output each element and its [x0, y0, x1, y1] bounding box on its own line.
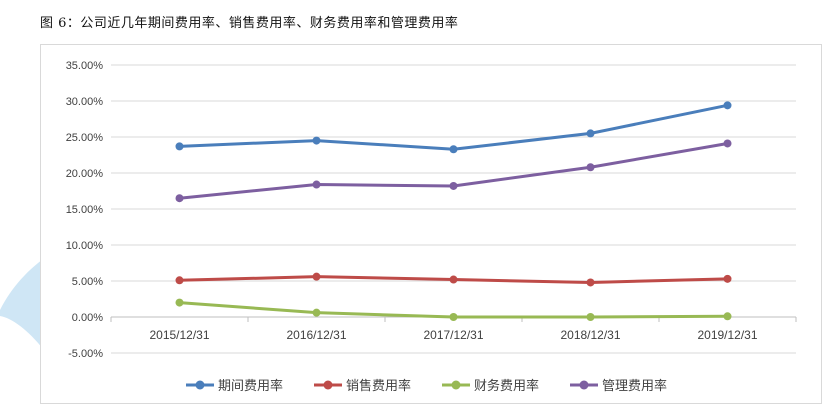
line-chart: -5.00% 0.00% 5.00% 10.00% 15.00% 20.00% 25.00%… — [66, 60, 797, 393]
y-tick-label: 15.00% — [66, 204, 104, 216]
data-point — [586, 278, 595, 287]
data-point — [175, 298, 184, 307]
data-point — [449, 181, 458, 190]
data-point — [449, 313, 458, 321]
gridlines — [111, 64, 796, 354]
legend-marker — [451, 380, 461, 390]
y-tick-label: -5.00% — [68, 348, 103, 360]
y-tick-label: 25.00% — [66, 132, 104, 144]
data-point — [723, 312, 732, 321]
x-tick-label: 2018/12/31 — [560, 328, 620, 342]
y-tick-label: 10.00% — [66, 240, 104, 252]
series-group — [175, 101, 732, 321]
data-point — [312, 272, 321, 281]
data-point — [312, 308, 321, 317]
data-point — [175, 194, 184, 203]
legend-label: 销售费用率 — [346, 378, 411, 393]
data-point — [723, 274, 732, 283]
legend-label: 财务费用率 — [474, 378, 539, 393]
legend-marker — [323, 380, 333, 390]
legend-marker — [195, 380, 205, 390]
x-tick-label: 2015/12/31 — [149, 328, 209, 342]
data-point — [586, 313, 595, 321]
data-point — [312, 180, 321, 189]
y-tick-label: 35.00% — [66, 60, 104, 72]
data-point — [449, 145, 458, 154]
legend-marker — [579, 380, 589, 390]
x-tick-label: 2016/12/31 — [286, 328, 346, 342]
y-tick-label: 20.00% — [66, 168, 104, 180]
x-tick-label: 2019/12/31 — [697, 328, 757, 342]
data-point — [175, 142, 184, 151]
series-line-1 — [178, 103, 729, 151]
data-point — [175, 276, 184, 285]
data-point — [586, 129, 595, 138]
legend-label: 期间费用率 — [218, 378, 283, 393]
data-point — [449, 275, 458, 284]
legend-label: 管理费用率 — [602, 378, 667, 393]
data-point — [723, 139, 732, 148]
figure-caption: 图 6：公司近几年期间费用率、销售费用率、财务费用率和管理费用率 — [40, 16, 459, 31]
legend: 期间费用率 销售费用率 财务费用率 管理费用率 — [186, 378, 667, 393]
y-tick-label: 30.00% — [66, 96, 104, 108]
x-axis: 2015/12/31 2016/12/31 2017/12/31 2018/12/31… — [110, 316, 797, 342]
y-axis: -5.00% 0.00% 5.00% 10.00% 15.00% 20.00% 25.00%… — [66, 60, 104, 360]
y-tick-label: 0.00% — [72, 312, 103, 324]
y-tick-label: 5.00% — [72, 276, 103, 288]
x-tick-label: 2017/12/31 — [423, 328, 483, 342]
data-point — [723, 101, 732, 110]
data-point — [586, 163, 595, 172]
data-point — [312, 136, 321, 145]
chart-frame: -5.00% 0.00% 5.00% 10.00% 15.00% 20.00% 25.00%… — [40, 44, 822, 404]
